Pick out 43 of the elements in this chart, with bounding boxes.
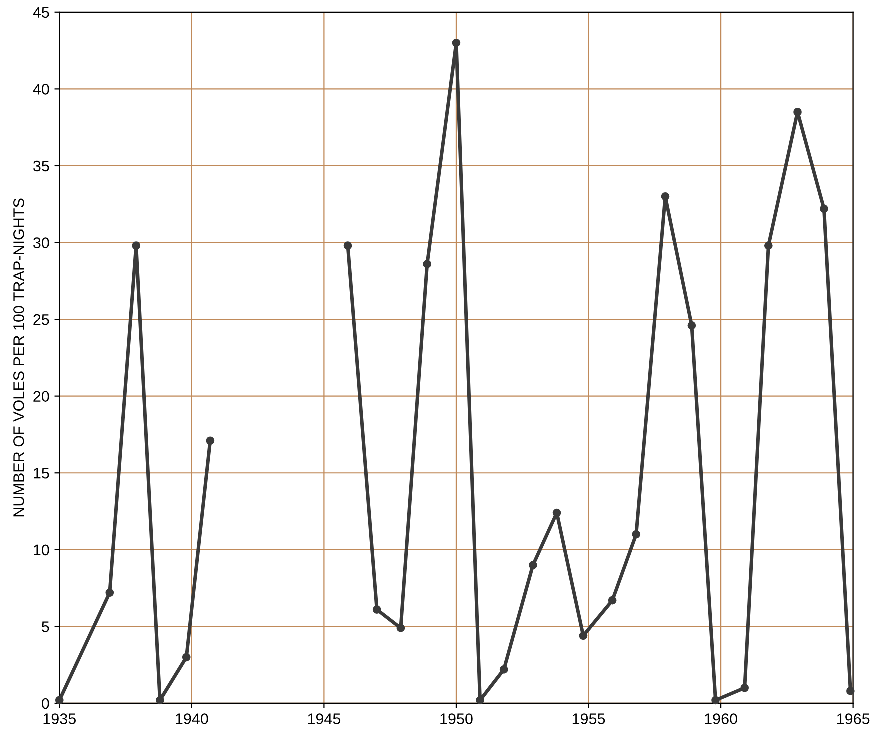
y-tick-label: 35 bbox=[34, 160, 50, 172]
point bbox=[794, 108, 802, 116]
point bbox=[820, 204, 828, 214]
y-axis-title: NUMBER OF VOLES PER 100 TRAP-NIGHTS bbox=[14, 198, 24, 517]
x-tick-label: 1960 bbox=[705, 714, 738, 724]
point bbox=[740, 684, 750, 692]
x-tick-label: 1955 bbox=[572, 714, 606, 724]
y-tick-label: 45 bbox=[33, 7, 50, 18]
y-tick-label: 5 bbox=[42, 622, 50, 632]
point bbox=[661, 192, 670, 201]
point bbox=[206, 436, 215, 446]
x-tick-label: 1945 bbox=[308, 714, 341, 724]
point bbox=[344, 242, 352, 250]
point bbox=[632, 530, 641, 539]
x-tick-label: 1965 bbox=[837, 714, 870, 724]
y-tick-label: 25 bbox=[34, 314, 50, 326]
point bbox=[156, 696, 164, 705]
x-tick-label: 1935 bbox=[44, 714, 76, 724]
point bbox=[529, 561, 538, 570]
x-tick-label: 1950 bbox=[440, 714, 473, 724]
point bbox=[452, 38, 461, 48]
point bbox=[132, 242, 141, 250]
point bbox=[712, 696, 720, 705]
x-tick-label: 1940 bbox=[176, 714, 208, 724]
point bbox=[372, 606, 382, 614]
point bbox=[688, 322, 696, 330]
point bbox=[764, 242, 773, 250]
y-tick-label: 30 bbox=[34, 238, 50, 248]
point bbox=[106, 588, 114, 598]
y-tick-label: 10 bbox=[34, 544, 50, 556]
point bbox=[500, 666, 508, 674]
point bbox=[846, 687, 855, 696]
y-tick-label: 40 bbox=[33, 84, 50, 95]
point bbox=[423, 260, 432, 268]
point bbox=[396, 624, 406, 632]
point bbox=[476, 696, 484, 705]
y-tick-label: 20 bbox=[34, 391, 50, 402]
point bbox=[552, 508, 562, 518]
point bbox=[182, 653, 191, 662]
y-tick-label: 15 bbox=[34, 468, 50, 479]
point bbox=[579, 632, 588, 640]
y-tick-label: 0 bbox=[42, 698, 50, 710]
point bbox=[608, 596, 617, 605]
